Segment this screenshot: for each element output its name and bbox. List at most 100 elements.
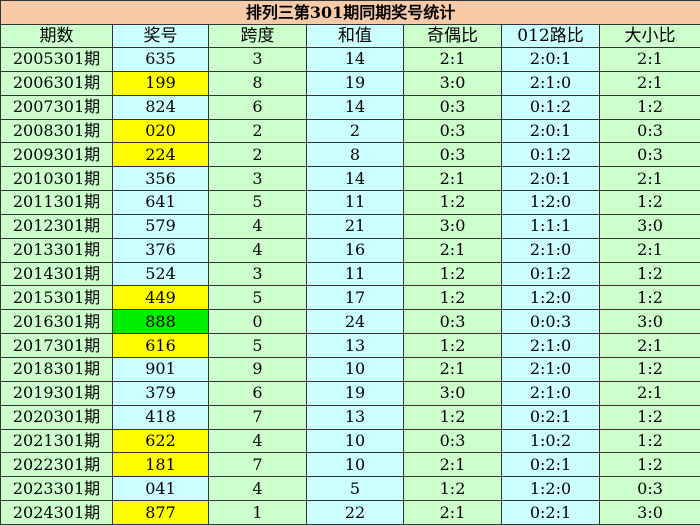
cell-span: 1 <box>208 500 307 525</box>
cell-sum: 10 <box>306 356 404 382</box>
cell-odd-even: 3:0 <box>403 213 502 239</box>
cell-big-small: 2:1 <box>598 47 700 72</box>
cell-road012: 1:0:2 <box>501 428 600 454</box>
cell-road012: 1:1:1 <box>501 213 600 239</box>
cell-issue: 2015301期 <box>0 285 113 311</box>
cell-road012: 0:1:2 <box>501 142 600 168</box>
cell-big-small: 0:3 <box>598 476 700 502</box>
cell-big-small: 2:1 <box>598 237 700 263</box>
cell-issue: 2021301期 <box>0 428 113 454</box>
cell-road012: 0:1:2 <box>501 261 600 287</box>
cell-span: 5 <box>208 333 307 358</box>
cell-odd-even: 2:1 <box>403 237 502 263</box>
cell-big-small: 1:2 <box>598 452 700 478</box>
table-row: 2021301期 622 4 10 0:3 1:0:2 1:2 <box>0 428 700 454</box>
cell-road012: 2:1:0 <box>501 333 600 358</box>
cell-sum: 22 <box>306 500 404 525</box>
table-row: 2008301期 020 2 2 0:3 2:0:1 0:3 <box>0 118 700 144</box>
column-header: 奇偶比 <box>403 24 502 48</box>
table-title: 排列三第301期同期奖号统计 <box>0 0 700 25</box>
cell-sum: 11 <box>306 261 404 287</box>
cell-issue: 2020301期 <box>0 404 113 430</box>
cell-issue: 2009301期 <box>0 142 113 168</box>
column-header: 大小比 <box>598 24 700 48</box>
cell-road012: 1:2:0 <box>501 476 600 502</box>
cell-number: 181 <box>112 452 209 478</box>
cell-issue: 2019301期 <box>0 380 113 406</box>
cell-issue: 2014301期 <box>0 261 113 287</box>
cell-sum: 19 <box>306 70 404 96</box>
cell-issue: 2011301期 <box>0 190 113 215</box>
cell-number: 888 <box>112 309 209 335</box>
cell-span: 6 <box>208 380 307 406</box>
cell-odd-even: 0:3 <box>403 428 502 454</box>
cell-odd-even: 0:3 <box>403 118 502 144</box>
cell-sum: 24 <box>306 309 404 335</box>
cell-big-small: 1:2 <box>598 404 700 430</box>
cell-sum: 21 <box>306 213 404 239</box>
cell-odd-even: 2:1 <box>403 452 502 478</box>
cell-span: 3 <box>208 261 307 287</box>
header-row: 期数 奖号 跨度 和值 奇偶比 012路比 大小比 <box>0 24 700 48</box>
table-row: 2013301期 376 4 16 2:1 2:1:0 2:1 <box>0 237 700 263</box>
cell-big-small: 1:2 <box>598 428 700 454</box>
cell-big-small: 2:1 <box>598 380 700 406</box>
table-row: 2015301期 449 5 17 1:2 1:2:0 1:2 <box>0 285 700 311</box>
cell-road012: 0:2:1 <box>501 404 600 430</box>
cell-odd-even: 3:0 <box>403 70 502 96</box>
table-row: 2018301期 901 9 10 2:1 2:1:0 1:2 <box>0 356 700 382</box>
column-header: 跨度 <box>208 24 307 48</box>
cell-issue: 2022301期 <box>0 452 113 478</box>
cell-big-small: 3:0 <box>598 213 700 239</box>
cell-number: 635 <box>112 47 209 72</box>
column-header: 奖号 <box>112 24 209 48</box>
cell-sum: 14 <box>306 94 404 120</box>
cell-span: 5 <box>208 190 307 215</box>
cell-number: 524 <box>112 261 209 287</box>
table-row: 2010301期 356 3 14 2:1 2:0:1 2:1 <box>0 166 700 192</box>
cell-number: 376 <box>112 237 209 263</box>
cell-span: 2 <box>208 118 307 144</box>
cell-odd-even: 3:0 <box>403 380 502 406</box>
cell-number: 616 <box>112 333 209 358</box>
cell-span: 3 <box>208 166 307 192</box>
cell-issue: 2010301期 <box>0 166 113 192</box>
cell-number: 641 <box>112 190 209 215</box>
cell-issue: 2005301期 <box>0 47 113 72</box>
cell-sum: 16 <box>306 237 404 263</box>
cell-odd-even: 0:3 <box>403 309 502 335</box>
table-row: 2017301期 616 5 13 1:2 2:1:0 2:1 <box>0 333 700 358</box>
cell-issue: 2018301期 <box>0 356 113 382</box>
column-header: 012路比 <box>501 24 600 48</box>
cell-big-small: 3:0 <box>598 309 700 335</box>
table-row: 2014301期 524 3 11 1:2 0:1:2 1:2 <box>0 261 700 287</box>
cell-odd-even: 2:1 <box>403 47 502 72</box>
cell-road012: 0:2:1 <box>501 500 600 525</box>
table-row: 2011301期 641 5 11 1:2 1:2:0 1:2 <box>0 190 700 215</box>
cell-issue: 2024301期 <box>0 500 113 525</box>
cell-big-small: 2:1 <box>598 333 700 358</box>
cell-road012: 2:0:1 <box>501 47 600 72</box>
cell-odd-even: 1:2 <box>403 333 502 358</box>
cell-span: 4 <box>208 428 307 454</box>
cell-road012: 2:1:0 <box>501 237 600 263</box>
cell-big-small: 1:2 <box>598 285 700 311</box>
cell-sum: 13 <box>306 333 404 358</box>
cell-span: 9 <box>208 356 307 382</box>
cell-span: 4 <box>208 237 307 263</box>
cell-issue: 2023301期 <box>0 476 113 502</box>
cell-span: 3 <box>208 47 307 72</box>
cell-number: 041 <box>112 476 209 502</box>
cell-odd-even: 1:2 <box>403 404 502 430</box>
cell-span: 0 <box>208 309 307 335</box>
cell-road012: 0:2:1 <box>501 452 600 478</box>
cell-road012: 1:2:0 <box>501 190 600 215</box>
cell-big-small: 3:0 <box>598 500 700 525</box>
cell-number: 356 <box>112 166 209 192</box>
cell-sum: 14 <box>306 166 404 192</box>
cell-number: 449 <box>112 285 209 311</box>
cell-road012: 2:1:0 <box>501 70 600 96</box>
cell-span: 5 <box>208 285 307 311</box>
cell-sum: 14 <box>306 47 404 72</box>
